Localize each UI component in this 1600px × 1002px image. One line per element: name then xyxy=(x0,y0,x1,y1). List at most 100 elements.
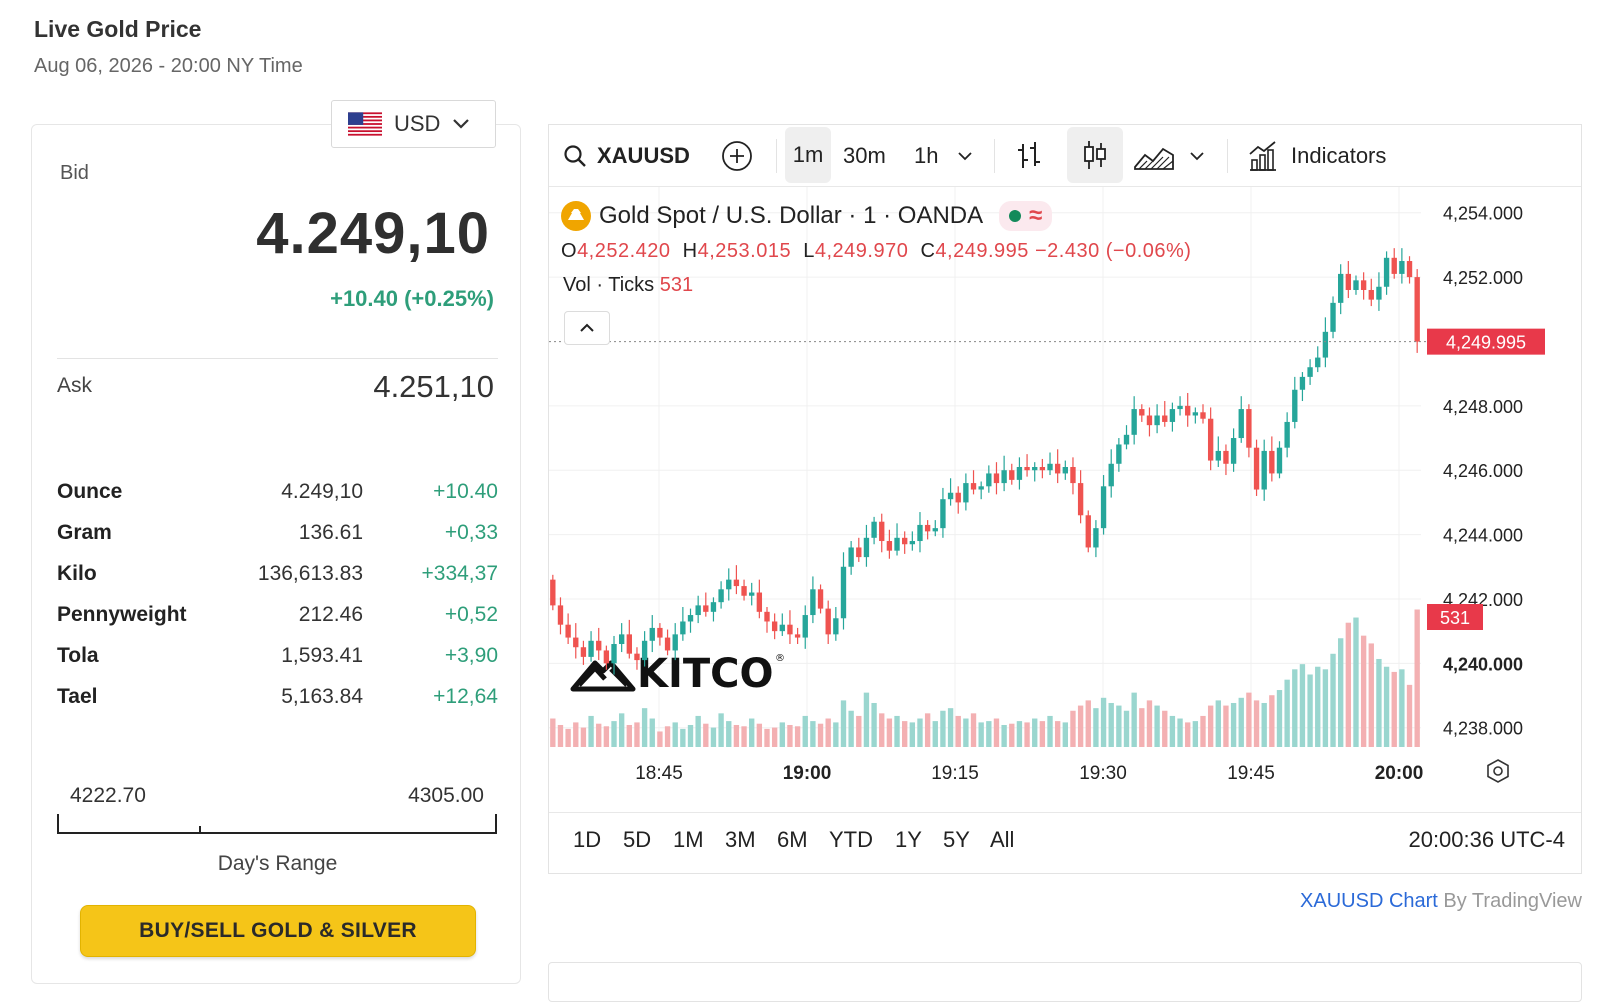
range-tab-5y[interactable]: 5Y xyxy=(943,827,970,852)
candle xyxy=(1345,273,1352,290)
watermark-text: KITCO xyxy=(637,651,774,697)
chart-style-menu-button[interactable] xyxy=(1189,125,1205,187)
candle xyxy=(825,608,831,635)
candle xyxy=(1001,470,1007,484)
time-axis: 18:45 19:00 19:15 19:30 19:45 20:00 xyxy=(635,763,1423,784)
range-tabs: 1D 5D 1M 3M 6M YTD 1Y 5Y All 20:00:36 UT… xyxy=(549,812,1581,873)
candle xyxy=(1032,467,1038,471)
volume-bar xyxy=(1001,724,1007,747)
volume-bar xyxy=(932,721,938,747)
bar-style-button[interactable] xyxy=(1015,125,1043,187)
range-tab-1d[interactable]: 1D xyxy=(573,827,602,852)
chart-grid xyxy=(549,187,1421,747)
candle xyxy=(970,483,977,490)
indicators-button[interactable]: Indicators xyxy=(1247,125,1386,187)
volume-bar xyxy=(565,728,571,747)
candle xyxy=(1131,409,1137,435)
range-tab-ytd[interactable]: YTD xyxy=(829,827,873,852)
volume-bar xyxy=(596,723,602,747)
volume-bar xyxy=(1032,718,1038,747)
candle xyxy=(771,621,778,632)
volume-bar xyxy=(749,718,755,747)
high-value: 4,253.015 xyxy=(697,240,792,262)
volume-bar xyxy=(1047,715,1053,747)
volume-bar xyxy=(1116,705,1122,747)
volume-bar xyxy=(1261,702,1267,747)
volume-bar xyxy=(825,718,831,747)
volume-bar xyxy=(1345,622,1352,747)
candle xyxy=(856,547,862,558)
volume-bar xyxy=(664,726,671,747)
chart-clock[interactable]: 20:00:36 UTC-4 xyxy=(1408,827,1565,852)
candle xyxy=(649,627,655,641)
area-style-button[interactable] xyxy=(1133,125,1175,187)
candle xyxy=(810,589,816,616)
interval-menu-button[interactable] xyxy=(957,125,973,187)
unit-change: +3,90 xyxy=(444,644,498,667)
volume-bar xyxy=(1169,715,1176,747)
volume-bar xyxy=(1154,705,1160,747)
compare-symbol-button[interactable] xyxy=(721,125,753,187)
volume-bar xyxy=(1177,718,1183,747)
toolbar-separator xyxy=(994,139,995,173)
market-status-pill[interactable]: ≈ xyxy=(999,201,1053,231)
time-axis-label: 19:00 xyxy=(783,763,832,784)
volume-bar xyxy=(1338,638,1344,747)
price-axis-label: 4,244.000 xyxy=(1443,526,1523,546)
attribution-link[interactable]: XAUUSD Chart xyxy=(1300,890,1438,912)
range-tab-1y[interactable]: 1Y xyxy=(895,827,922,852)
interval-30m[interactable]: 30m xyxy=(843,143,886,168)
us-flag-icon xyxy=(348,112,382,136)
chart-legend-title[interactable]: Gold Spot / U.S. Dollar · 1 · OANDA ≈ xyxy=(561,201,1053,231)
volume-bar xyxy=(703,723,709,747)
candle xyxy=(1093,528,1099,548)
low-label: L xyxy=(803,240,815,262)
last-price-label: 4,249.995 xyxy=(1446,333,1526,353)
unit-price: 136.61 xyxy=(298,521,363,544)
volume-bar xyxy=(955,715,961,747)
collapse-legend-button[interactable] xyxy=(564,311,610,345)
volume-bar xyxy=(1039,721,1046,747)
volume-bar xyxy=(1414,609,1420,747)
candle xyxy=(580,647,587,657)
candle xyxy=(1307,367,1313,377)
volume-bar xyxy=(993,718,1000,747)
currency-select[interactable]: USD xyxy=(331,100,496,148)
volume-bar xyxy=(718,713,724,747)
candle xyxy=(550,579,556,606)
interval-1h[interactable]: 1h xyxy=(914,143,939,168)
volume-bar xyxy=(1406,684,1413,747)
candle xyxy=(1276,447,1283,474)
range-tab-6m[interactable]: 6M xyxy=(777,827,808,852)
volume-bar xyxy=(550,718,556,747)
candle-style-button[interactable] xyxy=(1067,127,1123,183)
symbol-search[interactable]: XAUUSD xyxy=(563,125,690,187)
chevron-up-icon xyxy=(580,323,594,332)
interval-1m[interactable]: 1m xyxy=(785,127,831,183)
candle xyxy=(1207,418,1214,461)
candlesticks xyxy=(549,248,1429,675)
price-axis-label: 4,254.000 xyxy=(1443,204,1523,224)
range-tab-5d[interactable]: 5D xyxy=(623,827,652,852)
volume-bar xyxy=(741,726,747,747)
candle-style-icon xyxy=(1084,141,1106,169)
candle xyxy=(1383,257,1390,287)
range-tab-1m[interactable]: 1M xyxy=(673,827,704,852)
unit-name: Ounce xyxy=(57,480,123,503)
candle xyxy=(886,541,893,551)
candle xyxy=(603,650,610,664)
volume-bar xyxy=(924,713,931,747)
market-open-dot-icon xyxy=(1009,210,1022,222)
volume-tag-label: 531 xyxy=(1440,608,1470,628)
candle xyxy=(802,615,808,638)
buy-sell-button[interactable]: BUY/SELL GOLD & SILVER xyxy=(80,905,476,957)
candle xyxy=(1399,261,1405,274)
volume-bar xyxy=(618,713,625,747)
range-tab-3m[interactable]: 3M xyxy=(725,827,756,852)
price-chart[interactable]: KITCO ® 4,254.000 4,252.000 4,248.000 4,246… xyxy=(549,187,1581,812)
delayed-data-icon: ≈ xyxy=(1029,202,1043,229)
candle xyxy=(817,589,824,609)
axis-settings-icon[interactable] xyxy=(1487,759,1509,783)
range-tab-all[interactable]: All xyxy=(990,827,1015,852)
volume-bar xyxy=(573,722,579,747)
